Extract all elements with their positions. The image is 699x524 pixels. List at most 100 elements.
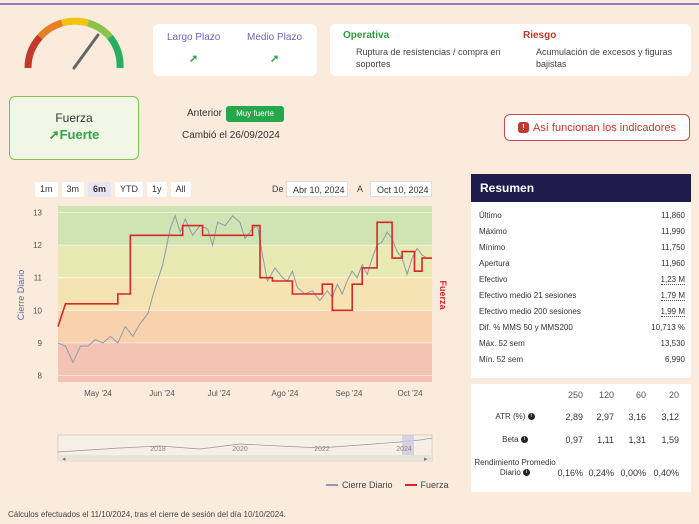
- atr-cell: 0,16%: [557, 468, 583, 478]
- summary-value: 11,960: [661, 259, 685, 268]
- x-tick-label: Sep '24: [336, 389, 363, 398]
- medium-term-label: Medio Plazo: [247, 32, 303, 43]
- atr-cell: 1,31: [628, 435, 646, 445]
- y-tick-label: 11: [34, 274, 43, 283]
- horizons-card: Largo Plazo ➚ Medio Plazo ➚: [153, 24, 317, 76]
- atr-cell: 0,40%: [653, 468, 679, 478]
- operativa-title: Operativa: [343, 30, 390, 41]
- zone-band: [58, 277, 432, 311]
- legend-close-swatch: [326, 484, 338, 486]
- summary-label: Efectivo: [479, 275, 508, 284]
- legend-item-close[interactable]: Cierre Diario: [326, 480, 393, 490]
- x-tick-label: Jul '24: [208, 389, 231, 398]
- info-icon[interactable]: i: [527, 413, 535, 421]
- top-divider: [0, 3, 699, 5]
- x-tick-label: Oct '24: [397, 389, 423, 398]
- zone-band: [58, 310, 432, 343]
- atr-row-label: Beta i: [473, 435, 557, 445]
- speedometer-gauge-icon: [24, 17, 124, 70]
- indicators-info-label: Así funcionan los indicadores: [532, 121, 677, 134]
- summary-value[interactable]: 1,23 M: [660, 275, 685, 285]
- y-tick-label: 10: [33, 306, 42, 315]
- atr-cell: 3,16: [628, 412, 646, 422]
- zone-band: [58, 245, 432, 278]
- summary-value[interactable]: 1,99 M: [660, 307, 685, 317]
- operativa-text: Ruptura de resistencias / compra en sopo…: [356, 47, 501, 69]
- y2-axis-label: Fuerza: [438, 280, 448, 310]
- previous-badge: Muy fuerte: [226, 106, 284, 122]
- range-ytd-button[interactable]: YTD: [115, 182, 144, 197]
- indicators-info-button[interactable]: ! Así funcionan los indicadores: [504, 114, 690, 141]
- summary-row: Efectivo medio 200 sesiones 1,99 M: [479, 307, 685, 317]
- y-axis-label: Cierre Diario: [16, 270, 26, 321]
- summary-value[interactable]: 1,79 M: [660, 291, 685, 301]
- summary-label: Máx. 52 sem: [479, 339, 525, 348]
- date-to-label: A: [357, 184, 364, 194]
- summary-label: Efectivo medio 21 sesiones: [479, 291, 577, 300]
- gauge-needle: [72, 33, 100, 70]
- date-from-input[interactable]: Abr 10, 2024: [286, 181, 348, 197]
- navigator-window[interactable]: [402, 435, 414, 457]
- navigator[interactable]: ◂ ▸ 2018 2020 2022 2024: [57, 434, 433, 463]
- summary-value: 11,860: [661, 211, 685, 220]
- svg-text:▸: ▸: [424, 456, 428, 463]
- summary-row: Máx. 52 sem 13,530: [479, 339, 685, 348]
- legend-strength-label: Fuerza: [420, 480, 449, 490]
- atr-cell: 1,59: [661, 435, 679, 445]
- summary-label: Último: [479, 211, 502, 220]
- x-tick-label: Ago '24: [272, 389, 299, 398]
- atr-cell: 1,11: [597, 435, 614, 445]
- legend-strength-swatch: [404, 484, 417, 486]
- atr-cell: 3,12: [661, 412, 679, 422]
- signals-card: Operativa Ruptura de resistencias / comp…: [330, 24, 691, 76]
- summary-value: 6,990: [664, 355, 685, 364]
- alert-icon: !: [517, 122, 529, 133]
- range-1y-button[interactable]: 1y: [147, 182, 167, 197]
- range-selector: 1m 3m 6m YTD 1y All: [35, 182, 191, 197]
- summary-value: 11,990: [661, 227, 685, 236]
- riesgo-text: Acumulación de excesos y figuras bajista…: [536, 47, 673, 69]
- navigator-label: 2022: [314, 446, 330, 453]
- summary-row: Máximo 11,990: [479, 227, 685, 236]
- x-tick-label: Jun '24: [149, 389, 175, 398]
- strength-label: Fuerza: [55, 111, 93, 125]
- legend-item-strength[interactable]: Fuerza: [404, 480, 449, 490]
- atr-cell: 0,00%: [620, 468, 646, 478]
- summary-label: Mínimo: [479, 243, 506, 252]
- summary-label: Dif. % MMS 50 y MMS200: [479, 323, 573, 332]
- summary-row: Apertura 11,960: [479, 259, 685, 268]
- range-6m-button[interactable]: 6m: [88, 182, 112, 197]
- atr-cell: 0,24%: [588, 468, 614, 478]
- summary-value: 10,713 %: [651, 323, 685, 332]
- atr-label-text: Beta: [502, 435, 519, 444]
- navigator-label: 2018: [150, 446, 166, 453]
- summary-row: Mínimo 11,750: [479, 243, 685, 252]
- range-all-button[interactable]: All: [170, 182, 191, 197]
- atr-row-label: ATR (%) i: [473, 412, 557, 422]
- summary-row: Efectivo medio 21 sesiones 1,79 M: [479, 291, 685, 301]
- changed-date: Cambió el 26/09/2024: [182, 130, 280, 141]
- atr-cell: 2,97: [596, 412, 614, 422]
- strength-series-line: [57, 221, 432, 327]
- summary-row: Mín. 52 sem 6,990: [479, 355, 685, 364]
- y-tick-label: 12: [33, 241, 42, 250]
- atr-row-label: Rendimiento Promedio Diario i: [473, 458, 557, 478]
- range-3m-button[interactable]: 3m: [61, 182, 85, 197]
- summary-panel: Resumen Último 11,860 Máximo 11,990 Mínimo…: [471, 174, 691, 378]
- x-tick-label: May '24: [84, 389, 112, 398]
- date-to-input[interactable]: Oct 10, 2024: [370, 181, 432, 197]
- range-1m-button[interactable]: 1m: [35, 182, 58, 197]
- y-tick-label: 8: [38, 371, 43, 380]
- strength-card: Fuerza ➚Fuerte: [9, 96, 139, 160]
- info-icon[interactable]: i: [523, 469, 531, 477]
- atr-col-header: 120: [598, 390, 614, 400]
- svg-text:◂: ◂: [62, 456, 66, 463]
- atr-col-header: 20: [668, 390, 679, 400]
- navigator-label: 2020: [232, 446, 248, 453]
- y-tick-label: 9: [38, 339, 43, 348]
- chart-legend: Cierre Diario Fuerza: [326, 480, 449, 490]
- info-icon[interactable]: i: [520, 436, 528, 444]
- zone-band: [58, 342, 432, 382]
- summary-label: Efectivo medio 200 sesiones: [479, 307, 581, 316]
- price-strength-chart: 8 9 10 11 12 13 May '24 Jun '24 Jul '24 Ago '24 S…: [16, 206, 448, 463]
